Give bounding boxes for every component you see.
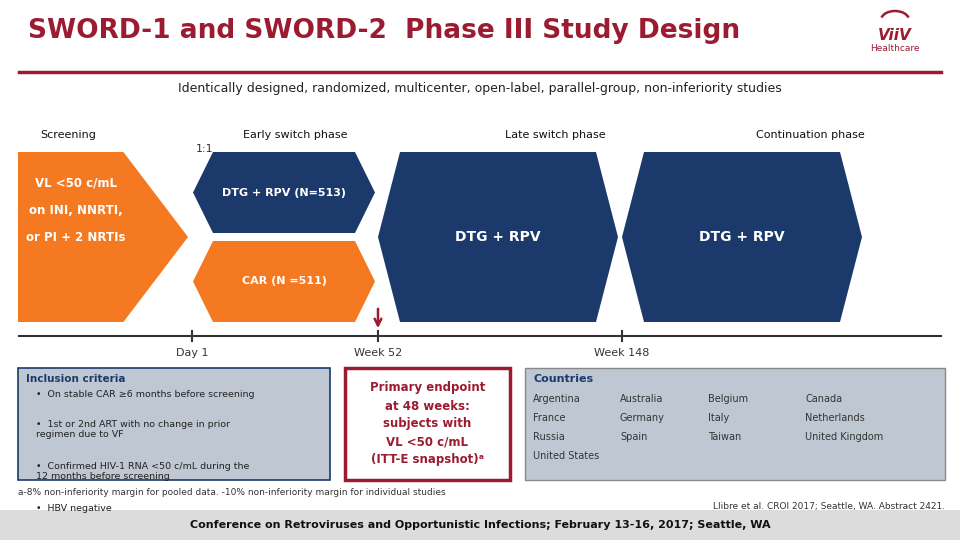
Text: Germany: Germany (620, 413, 665, 423)
Text: DTG + RPV: DTG + RPV (699, 230, 785, 244)
Bar (345, 368, 510, 480)
Text: Healthcare: Healthcare (871, 44, 920, 53)
Text: SWORD-1 and SWORD-2  Phase III Study Design: SWORD-1 and SWORD-2 Phase III Study Desi… (28, 18, 740, 44)
Polygon shape (18, 152, 188, 322)
Text: •  On stable CAR ≥6 months before screening: • On stable CAR ≥6 months before screeni… (36, 390, 254, 399)
Text: •  1st or 2nd ART with no change in prior
regimen due to VF: • 1st or 2nd ART with no change in prior… (36, 420, 230, 440)
Text: •  HBV negative: • HBV negative (36, 504, 111, 513)
Text: •  Confirmed HIV-1 RNA <50 c/mL during the
12 months before screening: • Confirmed HIV-1 RNA <50 c/mL during th… (36, 462, 250, 481)
Text: Screening: Screening (40, 130, 96, 140)
Polygon shape (622, 152, 862, 322)
Text: Taiwan: Taiwan (708, 432, 741, 442)
Polygon shape (193, 152, 375, 233)
Text: a-8% non-inferiority margin for pooled data. -10% non-inferiority margin for ind: a-8% non-inferiority margin for pooled d… (18, 488, 445, 497)
Text: Canada: Canada (805, 394, 842, 404)
Polygon shape (378, 152, 618, 322)
Text: DTG + RPV (N=513): DTG + RPV (N=513) (222, 187, 346, 198)
Text: VL <50 c/mL: VL <50 c/mL (35, 177, 117, 190)
Text: Week 148: Week 148 (594, 348, 650, 358)
Text: on INI, NNRTI,: on INI, NNRTI, (29, 204, 123, 217)
Text: Australia: Australia (620, 394, 663, 404)
Text: Continuation phase: Continuation phase (756, 130, 864, 140)
Text: Belgium: Belgium (708, 394, 748, 404)
Text: Argentina: Argentina (533, 394, 581, 404)
Text: CAR (N =511): CAR (N =511) (242, 276, 326, 287)
Text: Primary endpoint
at 48 weeks:
subjects with
VL <50 c/mL
(ITT-E snapshot)ᵃ: Primary endpoint at 48 weeks: subjects w… (370, 381, 485, 467)
Text: France: France (533, 413, 565, 423)
Text: Inclusion criteria: Inclusion criteria (26, 374, 126, 384)
Text: or PI + 2 NRTIs: or PI + 2 NRTIs (26, 231, 126, 244)
Text: Italy: Italy (708, 413, 730, 423)
Text: ViiV: ViiV (878, 28, 912, 43)
Bar (0, 510, 960, 540)
Text: Llibre et al. CROI 2017; Seattle, WA. Abstract 2421.: Llibre et al. CROI 2017; Seattle, WA. Ab… (713, 502, 945, 511)
Text: Russia: Russia (533, 432, 564, 442)
Text: Identically designed, randomized, multicenter, open-label, parallel-group, non-i: Identically designed, randomized, multic… (179, 82, 781, 95)
Bar (525, 368, 945, 480)
Text: Netherlands: Netherlands (805, 413, 865, 423)
Text: Late switch phase: Late switch phase (505, 130, 606, 140)
Bar (18, 368, 330, 480)
Polygon shape (193, 241, 375, 322)
Text: Early switch phase: Early switch phase (243, 130, 348, 140)
Text: Spain: Spain (620, 432, 647, 442)
Text: Conference on Retroviruses and Opportunistic Infections; February 13-16, 2017; S: Conference on Retroviruses and Opportuni… (190, 520, 770, 530)
Text: 1:1: 1:1 (196, 144, 214, 154)
Text: United States: United States (533, 451, 599, 461)
Text: Day 1: Day 1 (176, 348, 208, 358)
Text: United Kingdom: United Kingdom (805, 432, 883, 442)
Text: Week 52: Week 52 (354, 348, 402, 358)
Text: DTG + RPV: DTG + RPV (455, 230, 540, 244)
Text: Countries: Countries (533, 374, 593, 384)
